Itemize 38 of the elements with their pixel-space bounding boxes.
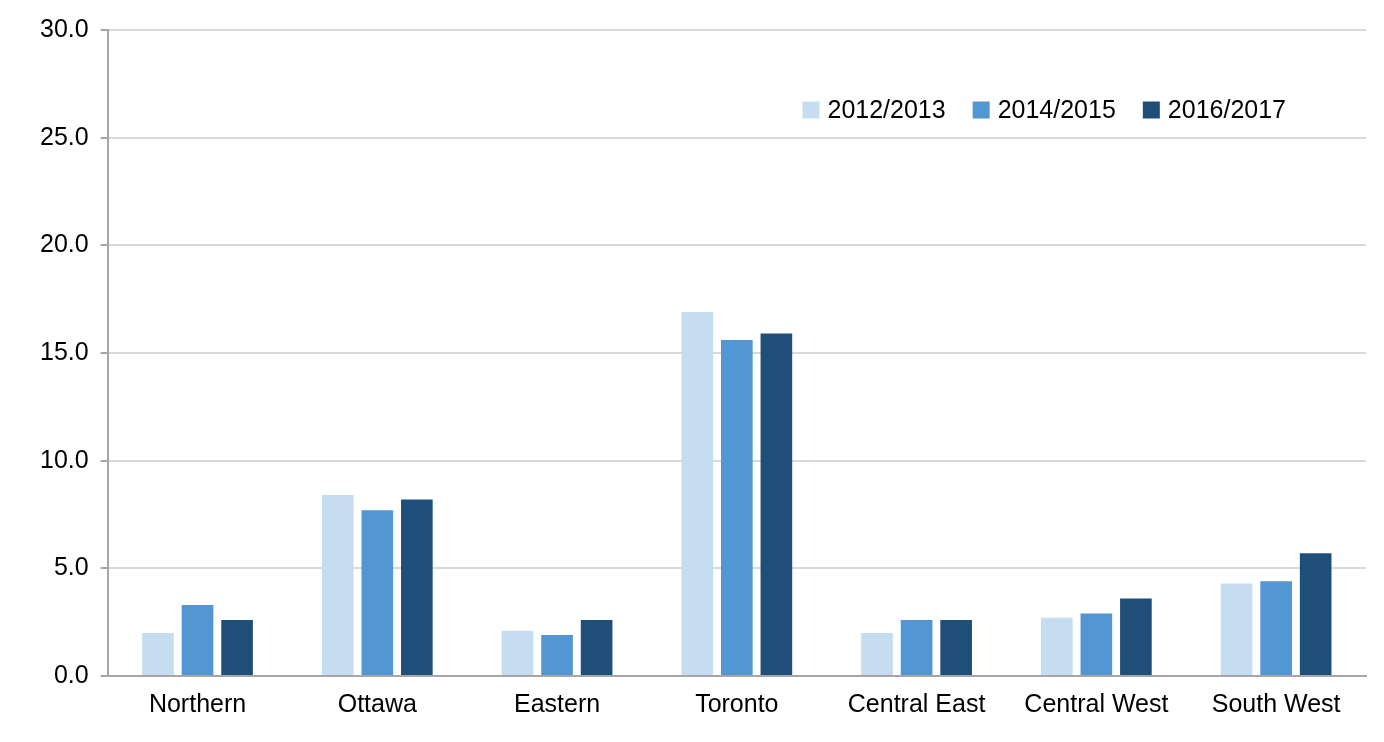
bar — [321, 495, 354, 675]
x-tick-label: Eastern — [513, 688, 601, 717]
x-tick-label: Ottawa — [337, 688, 417, 717]
bar — [721, 340, 753, 675]
bar — [1040, 617, 1073, 675]
bar — [181, 604, 214, 675]
x-tick-label: Northern — [148, 688, 247, 717]
legend-label: 2014/2015 — [997, 94, 1116, 123]
y-tick-label: 10.0 — [39, 444, 89, 473]
bar — [681, 312, 714, 675]
legend-label: 2016/2017 — [1167, 94, 1287, 123]
x-tick-label: Toronto — [695, 688, 779, 717]
bar — [1299, 553, 1332, 675]
bar — [541, 635, 573, 675]
y-tick-label: 15.0 — [39, 336, 89, 365]
y-tick-label: 30.0 — [39, 13, 89, 42]
y-tick-label: 5.0 — [53, 552, 89, 581]
legend-label: 2012/2013 — [827, 94, 946, 123]
bar — [501, 630, 534, 675]
bar — [221, 620, 253, 675]
bar — [401, 499, 433, 675]
bar — [861, 632, 893, 675]
bar — [1080, 613, 1113, 675]
bar — [1220, 583, 1253, 675]
x-tick-label: Central East — [847, 688, 986, 717]
y-tick-label: 20.0 — [39, 229, 89, 258]
bar — [142, 632, 174, 675]
bar — [760, 333, 793, 675]
x-tick-label: Central West — [1024, 688, 1169, 717]
y-tick-label: 25.0 — [39, 121, 89, 150]
bar — [1120, 598, 1152, 675]
bar — [900, 620, 933, 675]
bar — [580, 620, 613, 675]
bar — [940, 620, 972, 675]
y-tick-label: 0.0 — [53, 659, 89, 688]
x-tick-label: South West — [1211, 688, 1341, 717]
bar — [361, 510, 394, 675]
bar — [1260, 581, 1292, 675]
